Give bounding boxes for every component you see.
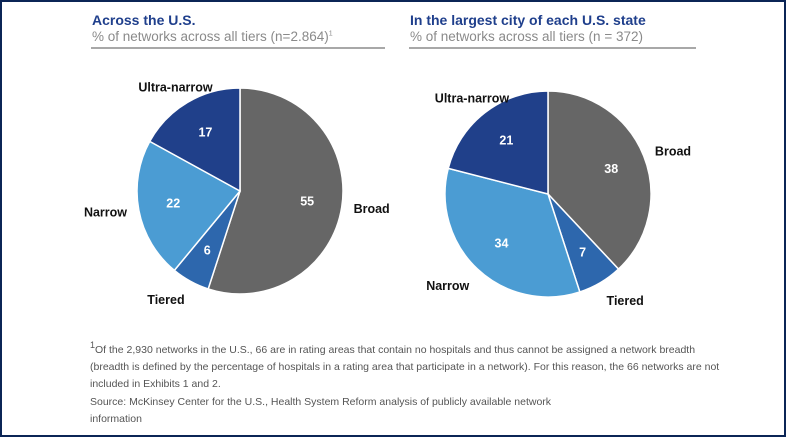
- title-divider-city: [409, 47, 696, 49]
- title-divider-us: [91, 47, 385, 49]
- pie-slice-us-narrow: [136, 140, 242, 272]
- data-label-city-tiered: 7: [579, 246, 586, 260]
- pie-slice-us-broad: [207, 87, 344, 295]
- chart-title-city: In the largest city of each U.S. state: [410, 12, 646, 28]
- category-label-city-ultra-narrow: Ultra-narrow: [435, 91, 510, 105]
- chart-subtitle-us: % of networks across all tiers (n=2.864)…: [92, 29, 333, 44]
- data-label-us-broad: 55: [300, 195, 314, 209]
- source-note: Source: McKinsey Center for the U.S., He…: [90, 396, 552, 425]
- pie-slice-city-ultra-narrow: [447, 90, 549, 195]
- data-label-city-narrow: 34: [495, 237, 509, 251]
- category-label-city-narrow: Narrow: [426, 279, 469, 293]
- chart-title-us: Across the U.S.: [92, 12, 196, 28]
- category-label-us-narrow: Narrow: [84, 206, 127, 220]
- data-label-city-broad: 38: [604, 162, 618, 176]
- footnote-text: Of the 2,930 networks in the U.S., 66 ar…: [90, 344, 720, 390]
- pie-slice-us-ultra-narrow: [148, 87, 241, 193]
- chart-subtitle-city: % of networks across all tiers (n = 372): [410, 29, 643, 44]
- chart-subtitle-us-text: % of networks across all tiers (n=2.864): [92, 29, 329, 44]
- footnote-number: 1: [90, 340, 96, 350]
- pie-slice-city-narrow: [444, 167, 581, 298]
- category-label-city-tiered: Tiered: [607, 294, 644, 308]
- category-label-us-ultra-narrow: Ultra-narrow: [138, 80, 213, 94]
- footnote-marker: 1: [328, 30, 333, 38]
- data-label-us-narrow: 22: [166, 197, 180, 211]
- data-label-us-tiered: 6: [204, 244, 211, 258]
- data-label-city-ultra-narrow: 21: [499, 133, 513, 147]
- category-label-us-tiered: Tiered: [147, 293, 184, 307]
- category-label-city-broad: Broad: [655, 145, 691, 159]
- data-label-us-ultra-narrow: 17: [198, 125, 212, 139]
- pie-slice-city-broad: [547, 90, 652, 271]
- category-label-us-broad: Broad: [354, 202, 390, 216]
- footnote: 1Of the 2,930 networks in the U.S., 66 a…: [90, 340, 730, 393]
- pie-charts: 55 Broad 6 Tiered 22 Narrow 17 Ultra-narrow 38 Br…: [84, 80, 691, 308]
